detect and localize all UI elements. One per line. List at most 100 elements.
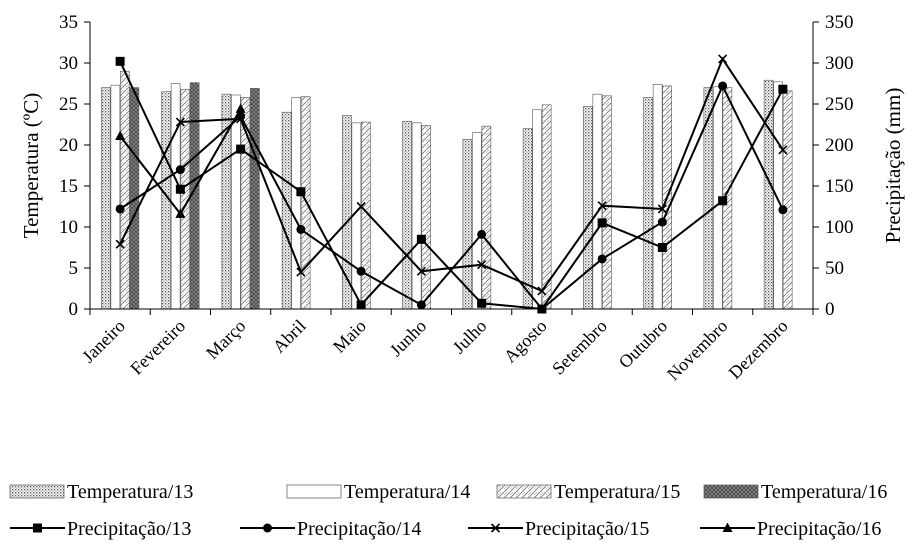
point-precipita-o-13-10 xyxy=(718,196,728,206)
point-precipita-o-14-10 xyxy=(718,81,728,91)
bar-temperatura-16-2 xyxy=(250,88,260,310)
point-precipita-o-13-4 xyxy=(356,300,366,310)
bar-temperatura-15-6 xyxy=(481,125,492,310)
y2-tick-label: 50 xyxy=(825,258,844,279)
y2-tick-label: 250 xyxy=(825,94,854,115)
point-precipita-o-14-9 xyxy=(657,217,667,227)
legend-swatch-temperatura-13 xyxy=(9,484,65,499)
point-precipita-o-14-1 xyxy=(175,165,185,175)
bar-temperatura-15-5 xyxy=(421,125,431,310)
legend-marker-precipita-o-14 xyxy=(263,523,272,533)
point-precipita-o-15-9 xyxy=(657,204,667,214)
point-precipita-o-13-0 xyxy=(115,56,125,66)
point-precipita-o-13-8 xyxy=(597,218,607,228)
y-tick-label: 15 xyxy=(59,176,78,197)
bar-temperatura-14-9 xyxy=(652,84,663,310)
point-precipita-o-14-4 xyxy=(356,266,366,276)
bar-temperatura-13-5 xyxy=(402,120,412,310)
point-precipita-o-15-6 xyxy=(477,260,487,270)
y-tick-label: 5 xyxy=(69,258,79,279)
point-precipita-o-15-5 xyxy=(416,266,426,276)
point-precipita-o-15-7 xyxy=(537,286,547,296)
point-precipita-o-15-0 xyxy=(115,239,125,249)
point-precipita-o-13-6 xyxy=(477,298,487,308)
point-precipita-o-14-3 xyxy=(296,224,306,234)
legend-label: Precipitação/13 xyxy=(67,518,191,540)
x-tick-label: Fevereiro xyxy=(126,316,189,379)
point-precipita-o-13-9 xyxy=(657,243,667,252)
point-precipita-o-14-5 xyxy=(416,300,426,310)
x-tick-label: Janeiro xyxy=(78,316,129,367)
x-tick-label: Agosto xyxy=(500,316,551,367)
bar-temperatura-15-11 xyxy=(782,90,793,310)
x-tick-label: Abril xyxy=(269,316,310,357)
bar-temperatura-14-1 xyxy=(170,83,181,310)
bar-temperatura-14-7 xyxy=(532,109,542,310)
bar-temperatura-13-10 xyxy=(703,87,714,310)
legend-label: Temperatura/14 xyxy=(344,481,470,503)
y-tick-label: 0 xyxy=(69,299,79,320)
point-precipita-o-13-3 xyxy=(296,187,306,197)
bar-temperatura-13-0 xyxy=(101,87,111,310)
bar-temperatura-15-0 xyxy=(120,70,130,310)
y2-tick-label: 300 xyxy=(825,53,854,74)
bar-temperatura-14-6 xyxy=(472,132,482,310)
legend-label: Precipitação/15 xyxy=(525,518,649,540)
point-precipita-o-13-2 xyxy=(236,144,246,154)
bar-temperatura-15-8 xyxy=(602,95,612,310)
point-precipita-o-15-3 xyxy=(296,267,306,277)
line-precipita-o-13 xyxy=(119,60,784,311)
y-tick-label: 35 xyxy=(59,12,78,33)
y2-tick-label: 350 xyxy=(825,12,854,33)
legend-label: Temperatura/13 xyxy=(67,481,193,503)
bar-temperatura-14-8 xyxy=(592,93,603,310)
x-tick-label: Dezembro xyxy=(725,316,792,383)
point-precipita-o-13-11 xyxy=(778,84,788,94)
bar-temperatura-14-2 xyxy=(231,94,241,310)
point-precipita-o-15-8 xyxy=(597,201,607,211)
legend-label: Precipitação/16 xyxy=(757,518,881,540)
x-tick-label: Junho xyxy=(386,316,431,361)
x-tick-label: Julho xyxy=(449,316,491,358)
point-precipita-o-15-1 xyxy=(175,117,185,127)
y-tick-label: 30 xyxy=(59,53,78,74)
y2-tick-label: 0 xyxy=(825,299,835,320)
bar-temperatura-14-3 xyxy=(291,97,301,310)
y2-tick-label: 150 xyxy=(825,176,854,197)
point-precipita-o-15-11 xyxy=(778,145,788,155)
point-precipita-o-13-1 xyxy=(175,184,185,194)
legend-swatch-temperatura-14 xyxy=(286,484,342,499)
bar-temperatura-13-7 xyxy=(522,128,533,310)
x-tick-label: Novembro xyxy=(663,316,732,385)
x-tick-label: Setembro xyxy=(548,316,611,379)
point-precipita-o-14-6 xyxy=(477,229,487,239)
y-tick-label: 10 xyxy=(59,217,78,238)
y-tick-label: 25 xyxy=(59,94,78,115)
x-tick-label: Maio xyxy=(329,316,370,357)
legend-label: Temperatura/15 xyxy=(554,481,680,503)
x-tick-label: Outubro xyxy=(615,316,672,373)
bar-temperatura-13-8 xyxy=(583,106,593,310)
bar-temperatura-14-5 xyxy=(411,122,422,310)
point-precipita-o-14-11 xyxy=(778,205,788,215)
y2-tick-label: 100 xyxy=(825,217,854,238)
legend-marker-precipita-o-13 xyxy=(33,523,42,533)
point-precipita-o-16-1 xyxy=(175,208,186,218)
legend-marker-precipita-o-16 xyxy=(722,522,733,532)
legend-label: Temperatura/16 xyxy=(761,481,887,503)
point-precipita-o-16-2 xyxy=(235,103,246,113)
point-precipita-o-16-0 xyxy=(115,130,126,140)
y-tick-label: 20 xyxy=(59,135,78,156)
point-precipita-o-14-8 xyxy=(597,254,607,264)
y2-axis-title: Precipitação (mm) xyxy=(881,88,905,244)
legend-swatch-temperatura-15 xyxy=(496,484,552,499)
legend-marker-precipita-o-15 xyxy=(490,523,501,533)
x-tick-label: Março xyxy=(202,316,249,363)
point-precipita-o-13-5 xyxy=(416,234,426,244)
point-precipita-o-15-2 xyxy=(236,114,246,124)
bar-temperatura-13-9 xyxy=(643,97,653,310)
bar-temperatura-15-3 xyxy=(300,96,311,310)
y2-tick-label: 200 xyxy=(825,135,854,156)
line-precipita-o-15 xyxy=(119,56,784,293)
